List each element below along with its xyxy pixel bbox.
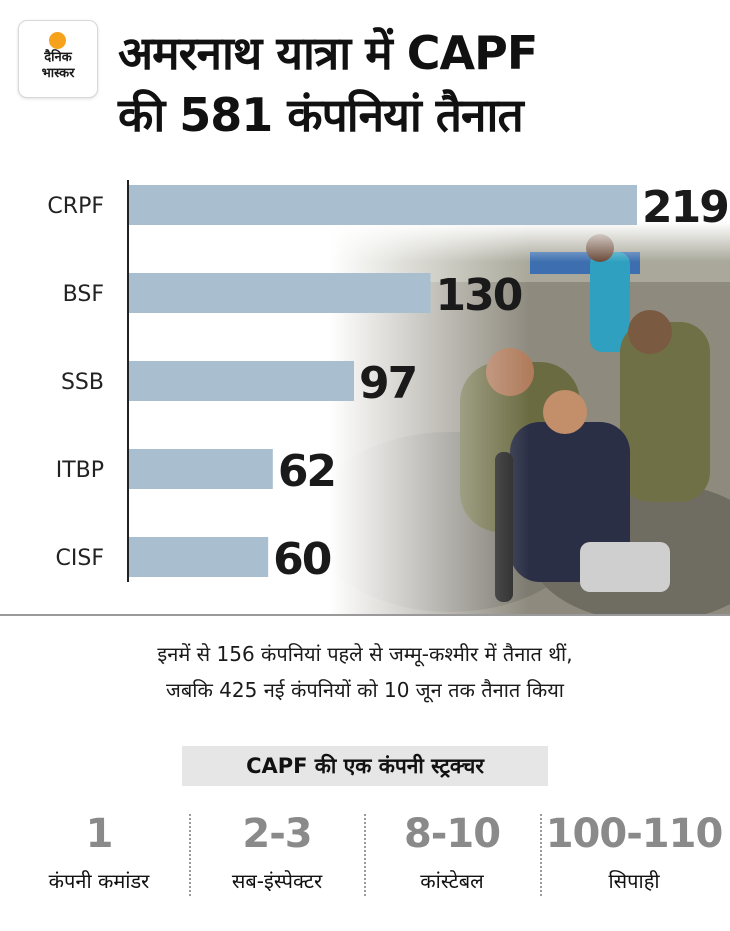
value-label: 97 (359, 358, 416, 409)
category-label: SSB (61, 370, 104, 395)
bar-crpf (129, 185, 637, 225)
bar-ssb (129, 361, 355, 401)
footnote: इनमें से 156 कंपनियां पहले से जम्मू-कश्म… (0, 636, 730, 708)
value-label: 130 (436, 270, 522, 321)
bar-cisf (129, 537, 269, 577)
category-label: BSF (63, 282, 104, 307)
structure-count: 2-3 (242, 811, 312, 857)
structure-title: CAPF की एक कंपनी स्ट्रक्चर (182, 746, 548, 786)
structure-item: 2-3 सब-इंस्पेक्टर (193, 806, 361, 906)
structure-role: सब-इंस्पेक्टर (231, 869, 323, 893)
value-label: 219 (642, 182, 728, 233)
structure-separator (189, 814, 191, 896)
logo-line-1: दैनिक (44, 50, 72, 65)
photo-fade-top (330, 222, 730, 262)
structure-count: 1 (85, 811, 114, 857)
headline: अमरनाथ यात्रा में CAPF की 581 कंपनियां त… (118, 22, 718, 146)
category-label: CRPF (47, 194, 104, 219)
headline-line-1: अमरनाथ यात्रा में CAPF (118, 26, 538, 80)
structure-separator (364, 814, 366, 896)
footnote-line-1: इनमें से 156 कंपनियां पहले से जम्मू-कश्म… (157, 642, 573, 666)
structure-item: 1 कंपनी कमांडर (10, 806, 188, 906)
structure-role: कंपनी कमांडर (48, 869, 150, 893)
structure-item: 100-110 सिपाही (544, 806, 724, 906)
structure-role: सिपाही (608, 869, 660, 893)
category-label: ITBP (56, 458, 104, 483)
structure-count: 100-110 (545, 811, 724, 857)
bar-bsf (129, 273, 431, 313)
divider (0, 614, 730, 616)
value-label: 62 (278, 446, 335, 497)
category-label: CISF (56, 546, 104, 571)
value-label: 60 (273, 534, 331, 585)
structure-role: कांस्टेबल (420, 869, 484, 893)
headline-line-2: की 581 कंपनियां तैनात (118, 88, 524, 142)
logo-line-2: भास्कर (41, 66, 75, 81)
structure-row: 1 कंपनी कमांडर 2-3 सब-इंस्पेक्टर 8-10 का… (0, 806, 730, 906)
bar-itbp (129, 449, 273, 489)
bar-chart: CRPF 219 BSF 130 SSB 97 ITBP 62 CISF 60 (47, 180, 730, 585)
footnote-line-2: जबकि 425 नई कंपनियों को 10 जून तक तैनात … (166, 678, 564, 702)
structure-separator (540, 814, 542, 896)
dainik-bhaskar-logo: दैनिक भास्कर (18, 20, 98, 98)
logo-sun-icon (49, 32, 66, 49)
structure-item: 8-10 कांस्टेबल (368, 806, 536, 906)
structure-count: 8-10 (403, 811, 501, 857)
